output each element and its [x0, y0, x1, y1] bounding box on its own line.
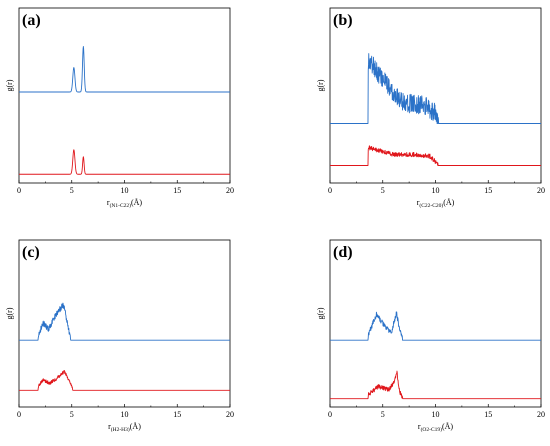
red-rdf-series	[329, 370, 542, 400]
x-tick-label: 10	[432, 186, 440, 195]
x-tick-label: 15	[484, 410, 492, 419]
x-tick-label: 15	[173, 410, 181, 419]
x-tick-label: 5	[70, 186, 74, 195]
panel-label: (d)	[333, 244, 353, 261]
x-axis-title: r(N1-C22)(Å)	[107, 198, 143, 209]
x-tick-label: 5	[381, 410, 385, 419]
x-tick-label: 10	[121, 410, 129, 419]
x-tick-label: 0	[17, 186, 21, 195]
plot-frame	[329, 7, 542, 184]
panel-b: 0 5 10 15 20 r(C22-C20)(Å) g(r) (b)	[316, 7, 545, 209]
panel-d: 0 5 10 15 20 r(O2-C19)(Å) g(r) (d)	[316, 239, 545, 433]
x-axis-title: r(O2-C19)(Å)	[418, 422, 454, 433]
plot-frame	[329, 239, 542, 408]
panel-a: 0 5 10 15 20 r(N1-C22)(Å) g(r) (a)	[5, 7, 234, 209]
x-tick-label: 10	[121, 186, 129, 195]
y-axis-title: g(r)	[5, 79, 14, 91]
x-axis-title: r(C22-C20)(Å)	[417, 198, 455, 209]
y-axis-title: g(r)	[5, 307, 14, 319]
blue-rdf-series	[329, 53, 542, 124]
x-tick-label: 15	[173, 186, 181, 195]
panel-label: (a)	[22, 12, 41, 29]
y-axis-title: g(r)	[316, 79, 325, 91]
x-tick-label: 20	[537, 410, 545, 419]
x-tick-label: 20	[226, 186, 234, 195]
x-tick-label: 5	[381, 186, 385, 195]
blue-rdf-series	[329, 311, 542, 341]
x-tick-label: 20	[226, 410, 234, 419]
x-tick-label: 0	[17, 410, 21, 419]
x-tick-label: 0	[328, 410, 332, 419]
y-axis-title: g(r)	[316, 307, 325, 319]
panel-c: 0 5 10 15 20 r(H2-H3)(Å) g(r) (c)	[5, 239, 234, 433]
blue-rdf-series	[18, 302, 231, 341]
panel-label: (b)	[333, 12, 353, 29]
x-tick-label: 5	[70, 410, 74, 419]
panel-label: (c)	[22, 244, 40, 261]
x-tick-label: 10	[432, 410, 440, 419]
x-tick-label: 0	[328, 186, 332, 195]
red-rdf-series	[18, 369, 231, 391]
x-tick-label: 15	[484, 186, 492, 195]
plot-frame	[18, 7, 231, 184]
x-tick-label: 20	[537, 186, 545, 195]
red-rdf-series	[329, 145, 542, 166]
red-rdf-series	[18, 149, 231, 175]
blue-rdf-series	[18, 46, 231, 93]
x-axis-title: r(H2-H3)(Å)	[108, 422, 141, 433]
